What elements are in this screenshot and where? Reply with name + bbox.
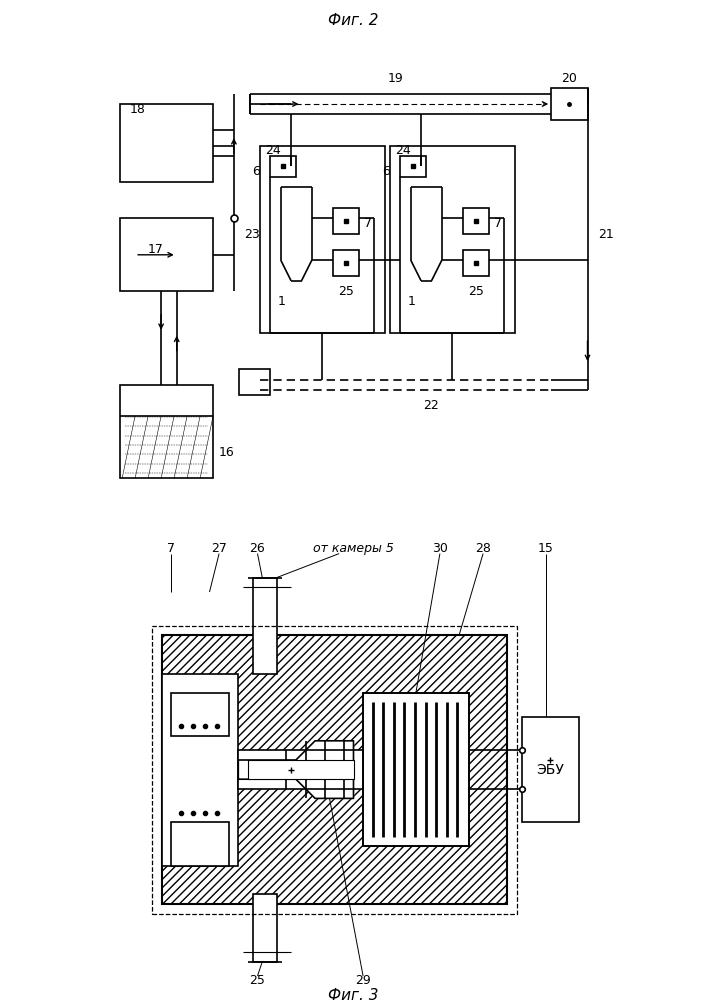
Text: 6: 6 (252, 165, 260, 178)
Bar (551, 88, 588, 120)
Text: 1: 1 (408, 295, 416, 308)
Text: от камеры 5: от камеры 5 (313, 542, 394, 555)
Text: 19: 19 (387, 72, 403, 85)
Text: 25: 25 (468, 285, 484, 298)
Text: 24: 24 (395, 144, 411, 157)
Text: 16: 16 (218, 446, 234, 459)
Bar (152, 626, 517, 914)
Bar (260, 146, 385, 333)
Text: 7: 7 (167, 542, 175, 555)
Bar (270, 156, 296, 177)
Bar (333, 208, 358, 234)
Text: 27: 27 (211, 542, 227, 555)
Text: 20: 20 (561, 72, 577, 85)
Bar (390, 146, 515, 333)
Text: 28: 28 (475, 542, 491, 555)
Text: 18: 18 (130, 103, 146, 116)
Text: 17: 17 (148, 243, 164, 256)
Bar (161, 674, 238, 866)
Text: Фиг. 2: Фиг. 2 (328, 13, 379, 28)
Text: 7: 7 (364, 217, 372, 230)
Bar (252, 894, 276, 962)
Text: ЭБУ: ЭБУ (537, 763, 564, 777)
Bar (333, 250, 358, 276)
Bar (119, 104, 213, 182)
Text: 26: 26 (250, 542, 265, 555)
Polygon shape (238, 741, 354, 798)
Text: 24: 24 (265, 144, 281, 157)
Text: 25: 25 (250, 974, 265, 987)
Text: 21: 21 (598, 228, 614, 240)
Text: 7: 7 (494, 217, 502, 230)
Text: 22: 22 (423, 399, 439, 412)
Bar (171, 693, 228, 736)
Bar (400, 156, 426, 177)
Bar (252, 578, 276, 674)
Bar (161, 635, 507, 904)
Bar (462, 208, 489, 234)
Text: 6: 6 (382, 165, 390, 178)
Bar (119, 218, 213, 291)
Bar (363, 693, 469, 846)
Text: 23: 23 (245, 228, 260, 240)
Text: 15: 15 (537, 542, 554, 555)
Bar (522, 717, 579, 822)
Bar (248, 760, 354, 779)
Bar (161, 635, 507, 904)
Bar (238, 750, 363, 789)
Text: 30: 30 (432, 542, 448, 555)
Text: 25: 25 (338, 285, 354, 298)
Text: Фиг. 3: Фиг. 3 (328, 988, 379, 1000)
Bar (171, 822, 228, 866)
Text: 29: 29 (355, 974, 371, 987)
Bar (363, 693, 469, 846)
Bar (119, 385, 213, 478)
Bar (462, 250, 489, 276)
Text: 1: 1 (278, 295, 286, 308)
Bar (239, 369, 270, 395)
